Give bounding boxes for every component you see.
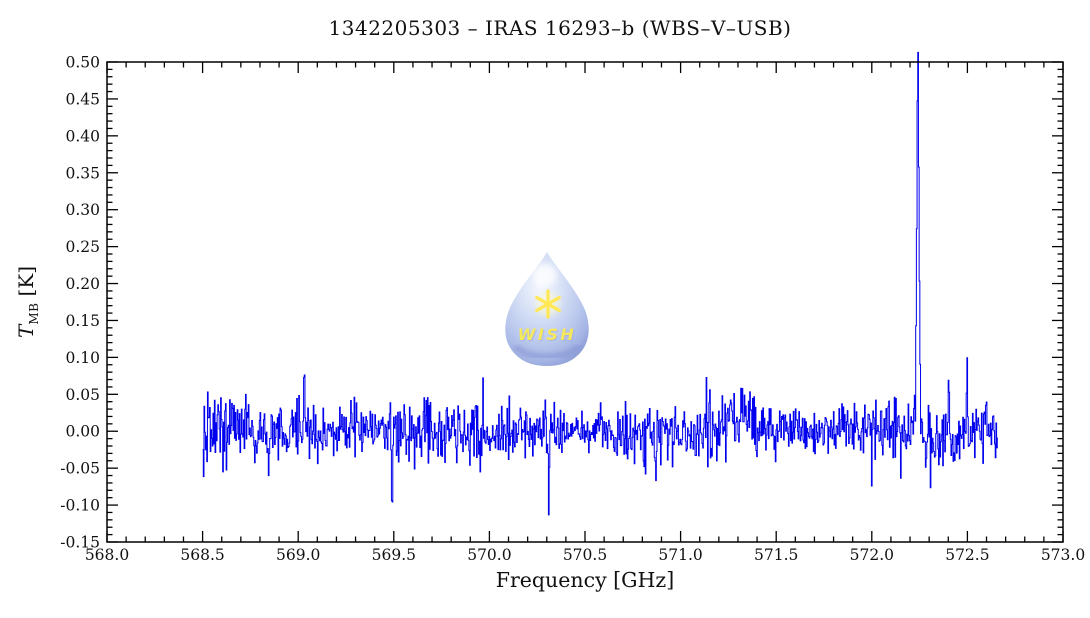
y-tick-label: 0.15 [65, 312, 100, 330]
x-tick-label: 568.5 [180, 546, 224, 564]
y-tick-label: 0.20 [65, 275, 100, 293]
plot-title: 1342205303 – IRAS 16293–b (WBS–V–USB) [328, 16, 792, 40]
x-tick-label: 569.0 [276, 546, 320, 564]
y-tick-label: 0.25 [65, 238, 100, 256]
wish-logo-text-shadow: WISH [519, 326, 578, 345]
y-tick-label: -0.10 [60, 497, 100, 515]
x-axis-label: Frequency [GHz] [495, 568, 675, 592]
y-tick-label: -0.05 [60, 460, 100, 478]
y-axis-label: TMB [K] [14, 202, 42, 402]
y-tick-label: -0.15 [60, 534, 100, 552]
x-tick-label: 570.0 [467, 546, 511, 564]
plot-layer: 568.0 568.5 569.0 569.5 570.0 570.5 571.0 571.5… [60, 51, 1085, 564]
x-tick-label: 572.0 [850, 546, 894, 564]
x-tick-label: 572.5 [945, 546, 989, 564]
axis-ticks [106, 61, 1064, 543]
x-tick-label: 573.0 [1041, 546, 1085, 564]
star-icon [535, 289, 561, 319]
y-tick-label: 0.45 [65, 90, 100, 108]
y-tick-label: 0.35 [65, 164, 100, 182]
x-tick-label: 568.0 [85, 546, 129, 564]
y-axis-label-symbol: T [14, 324, 38, 338]
y-axis-label-subscript: MB [27, 302, 41, 325]
drop-bottom-shade [512, 343, 582, 360]
drop-highlight [533, 264, 557, 286]
y-tick-label: 0.50 [65, 54, 100, 72]
x-tick-label: 569.5 [372, 546, 416, 564]
y-tick-label: 0.05 [65, 386, 100, 404]
y-tick-label: 0.10 [65, 349, 100, 367]
x-tick-label: 571.5 [754, 546, 798, 564]
y-tick-label: 0.40 [65, 127, 100, 145]
wish-logo: WISH WISH [505, 252, 589, 366]
y-tick-label: 0.30 [65, 201, 100, 219]
y-tick-label: 0.00 [65, 423, 100, 441]
y-axis-label-unit: [K] [14, 266, 38, 297]
x-tick-label: 571.0 [658, 546, 702, 564]
spectrum-trace [202, 51, 998, 516]
x-tick-label: 570.5 [563, 546, 607, 564]
wish-logo-text: WISH [518, 325, 577, 344]
